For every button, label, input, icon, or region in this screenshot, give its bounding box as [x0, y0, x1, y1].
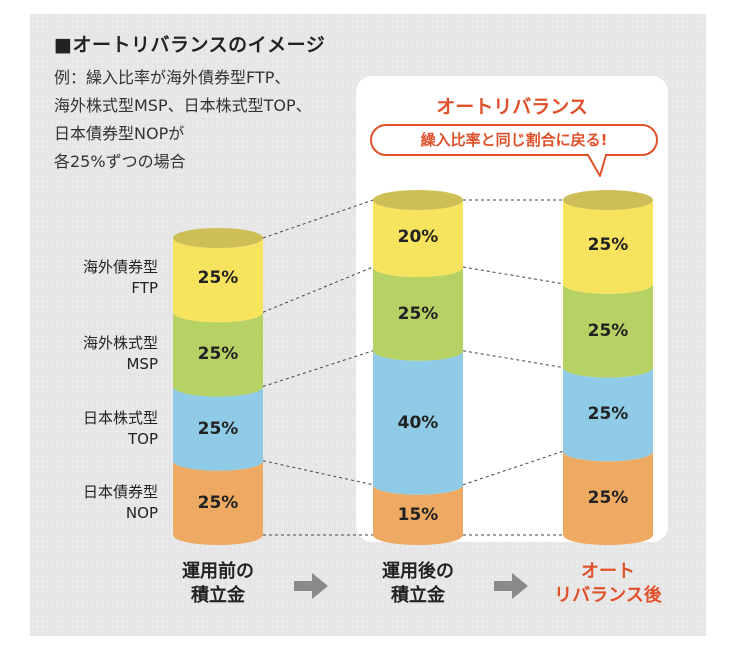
category-name: 日本債券型 — [82, 482, 158, 501]
segment-msp — [373, 267, 463, 361]
example-line-2: 海外株式型MSP、日本株式型TOP、 — [54, 96, 312, 115]
category-name: 海外債券型 — [82, 258, 158, 277]
category-code: MSP — [126, 355, 158, 374]
dashed-connector — [262, 460, 374, 486]
dashed-connector — [262, 266, 374, 313]
dashed-connector — [462, 266, 564, 285]
category-code: FTP — [131, 279, 158, 298]
percent-label: 25% — [197, 492, 239, 513]
segment-top — [373, 350, 463, 495]
column-label-line-2: 積立金 — [391, 585, 445, 606]
callout-tail-mask — [589, 151, 605, 156]
percent-label: 25% — [197, 268, 239, 289]
percent-label: 40% — [397, 412, 439, 433]
percent-label: 25% — [587, 320, 629, 341]
segment-top — [173, 386, 263, 471]
category-code: TOP — [127, 429, 158, 448]
right-arrow-icon — [494, 573, 528, 599]
segment-nop — [173, 460, 263, 545]
column-label-line-2: 積立金 — [191, 585, 245, 606]
category-code: NOP — [125, 503, 158, 522]
column-label-line-1: オート — [581, 561, 635, 582]
example-line-3: 日本債券型NOPが — [54, 124, 185, 143]
percent-label: 25% — [587, 488, 629, 509]
segment-ftp — [563, 200, 653, 294]
percent-label: 25% — [397, 303, 439, 324]
cylinder-1 — [173, 228, 263, 545]
segment-ftp — [173, 238, 263, 323]
percent-label: 15% — [397, 504, 439, 525]
column-label-line-2: リバランス後 — [554, 585, 662, 606]
connector-lines — [262, 199, 564, 536]
segment-msp — [563, 283, 653, 378]
rebalance-callout-text: 繰入比率と同じ割合に戻る! — [420, 131, 608, 149]
rebalance-callout-bubble: 繰入比率と同じ割合に戻る! — [370, 124, 658, 156]
column-label: 運用後の 積立金 — [338, 560, 498, 608]
percent-label: 25% — [587, 404, 629, 425]
segment-nop — [563, 451, 653, 545]
category-label: 海外債券型 FTP — [40, 257, 158, 299]
column-label-line-1: 運用前の — [182, 561, 254, 582]
right-arrow-icon — [294, 573, 328, 599]
percent-label: 25% — [197, 344, 239, 365]
category-label: 日本株式型 TOP — [40, 408, 158, 450]
example-line-4: 各25%ずつの場合 — [54, 152, 186, 171]
example-line-1: 例：繰入比率が海外債券型FTP、 — [54, 68, 291, 87]
segment-nop — [373, 484, 463, 545]
segment-msp — [173, 312, 263, 397]
category-label: 海外株式型 MSP — [40, 333, 158, 375]
dashed-connector — [462, 350, 564, 368]
cylinder-2 — [373, 190, 463, 545]
percent-label: 25% — [587, 234, 629, 255]
cylinder-3 — [563, 190, 653, 545]
segment-ftp — [373, 200, 463, 277]
column-label: 運用前の 積立金 — [138, 560, 298, 608]
diagram-title: ■オートリバランスのイメージ — [54, 34, 326, 56]
rebalance-heading: オートリバランス — [436, 96, 588, 118]
category-name: 海外株式型 — [82, 334, 158, 353]
column-label-line-1: 運用後の — [382, 561, 454, 582]
cylinder-top — [563, 190, 653, 210]
category-label: 日本債券型 NOP — [40, 482, 158, 524]
dashed-connector — [462, 450, 564, 486]
callout-tail — [587, 154, 607, 177]
cylinder-top — [373, 190, 463, 210]
segment-top — [563, 367, 653, 462]
percent-label: 20% — [397, 226, 439, 247]
dashed-connector — [262, 350, 374, 387]
percent-label: 25% — [197, 418, 239, 439]
cylinder-top — [173, 228, 263, 248]
column-label: オート リバランス後 — [528, 560, 688, 608]
dashed-connector — [262, 199, 374, 239]
category-name: 日本株式型 — [82, 408, 158, 427]
